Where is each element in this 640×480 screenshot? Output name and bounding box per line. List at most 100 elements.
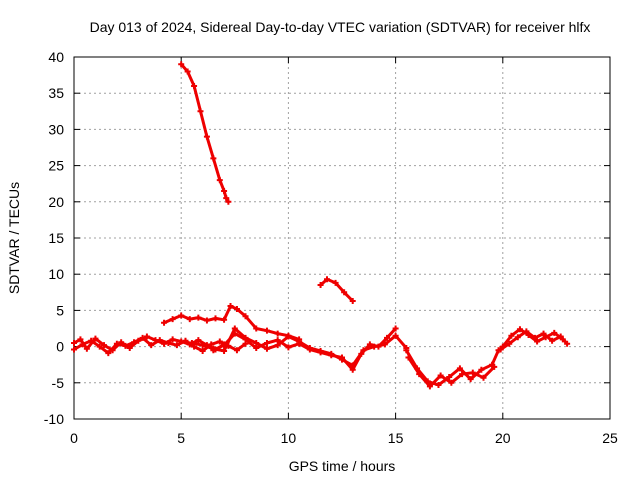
- data-point: [92, 335, 99, 342]
- y-axis-label: SDTVAR / TECUs: [6, 182, 22, 294]
- data-point: [203, 317, 210, 324]
- data-point: [178, 61, 185, 68]
- data-point: [296, 340, 303, 347]
- data-point: [242, 336, 249, 343]
- data-point: [233, 305, 240, 312]
- data-point: [242, 313, 249, 320]
- data-point: [448, 379, 455, 386]
- data-point: [516, 326, 523, 333]
- series-trace: [404, 348, 500, 387]
- data-point: [203, 133, 210, 140]
- series-arc-3: [178, 61, 232, 205]
- data-point: [274, 337, 281, 344]
- data-point: [161, 319, 168, 326]
- data-point: [405, 354, 412, 361]
- data-point: [233, 347, 240, 354]
- data-series: [71, 61, 571, 390]
- data-point: [263, 345, 270, 352]
- data-point: [210, 347, 217, 354]
- data-point: [542, 334, 549, 341]
- data-point: [199, 342, 206, 349]
- data-point: [403, 347, 410, 354]
- data-point: [122, 342, 129, 349]
- data-point: [188, 339, 195, 346]
- data-point: [456, 365, 463, 372]
- data-point: [435, 381, 442, 388]
- data-point: [285, 333, 292, 340]
- x-axis-label: GPS time / hours: [289, 458, 396, 474]
- data-point: [101, 342, 108, 349]
- data-point: [469, 369, 476, 376]
- series-arc-7: [317, 276, 356, 304]
- data-point: [227, 303, 234, 310]
- data-point: [358, 350, 365, 357]
- data-point: [178, 312, 185, 319]
- data-point: [339, 354, 345, 361]
- data-point: [88, 337, 95, 344]
- data-point: [208, 341, 215, 348]
- data-point: [131, 339, 138, 346]
- data-point: [197, 108, 204, 115]
- data-point: [71, 346, 77, 353]
- data-point: [212, 315, 219, 322]
- data-point: [221, 347, 228, 354]
- data-point: [253, 325, 260, 332]
- data-point: [263, 327, 270, 334]
- y-tick-label: 40: [48, 49, 64, 65]
- data-point: [126, 345, 133, 352]
- series-trace: [179, 62, 230, 204]
- data-point: [221, 342, 228, 349]
- data-point: [559, 336, 566, 343]
- data-point: [426, 383, 433, 390]
- data-point: [253, 339, 260, 346]
- data-point: [216, 177, 223, 184]
- data-point: [221, 316, 228, 323]
- series-arc-4: [161, 303, 303, 343]
- y-tick-label: 0: [56, 339, 64, 355]
- data-point: [478, 366, 485, 373]
- data-point: [341, 289, 348, 296]
- series-arc-6: [210, 325, 399, 373]
- data-point: [540, 330, 547, 337]
- y-tick-label: 20: [48, 194, 64, 210]
- data-point: [437, 372, 444, 379]
- data-point: [221, 187, 228, 194]
- data-point: [143, 333, 150, 340]
- data-point: [169, 316, 176, 323]
- data-point: [231, 330, 238, 337]
- y-tick-label: 30: [48, 121, 64, 137]
- data-point: [253, 345, 260, 352]
- data-point: [79, 341, 86, 348]
- data-point: [83, 345, 90, 352]
- x-tick-label: 5: [177, 430, 185, 446]
- y-tick-labels: -10 -5 0 5 10 15 20 25 30 35 40: [44, 49, 64, 427]
- data-point: [71, 339, 77, 346]
- y-tick-label: 25: [48, 158, 64, 174]
- data-point: [317, 349, 324, 356]
- data-point: [199, 347, 206, 354]
- data-point: [549, 337, 556, 344]
- data-point: [416, 371, 423, 378]
- data-point: [274, 342, 281, 349]
- x-tick-label: 0: [70, 430, 78, 446]
- series-trace: [162, 304, 301, 341]
- data-point: [317, 282, 324, 289]
- data-point: [225, 198, 232, 205]
- data-point: [195, 337, 202, 344]
- x-tick-label: 25: [602, 430, 618, 446]
- data-point: [499, 343, 506, 350]
- x-tick-label: 20: [495, 430, 511, 446]
- data-point: [381, 341, 388, 348]
- data-point: [375, 343, 382, 350]
- data-point: [506, 340, 513, 347]
- data-point: [514, 334, 521, 341]
- data-point: [173, 342, 180, 349]
- data-point: [113, 340, 120, 347]
- data-point: [139, 334, 146, 341]
- data-point: [384, 334, 391, 341]
- data-point: [480, 374, 487, 381]
- data-point: [274, 330, 281, 337]
- data-point: [285, 344, 292, 351]
- y-tick-label: -5: [52, 375, 65, 391]
